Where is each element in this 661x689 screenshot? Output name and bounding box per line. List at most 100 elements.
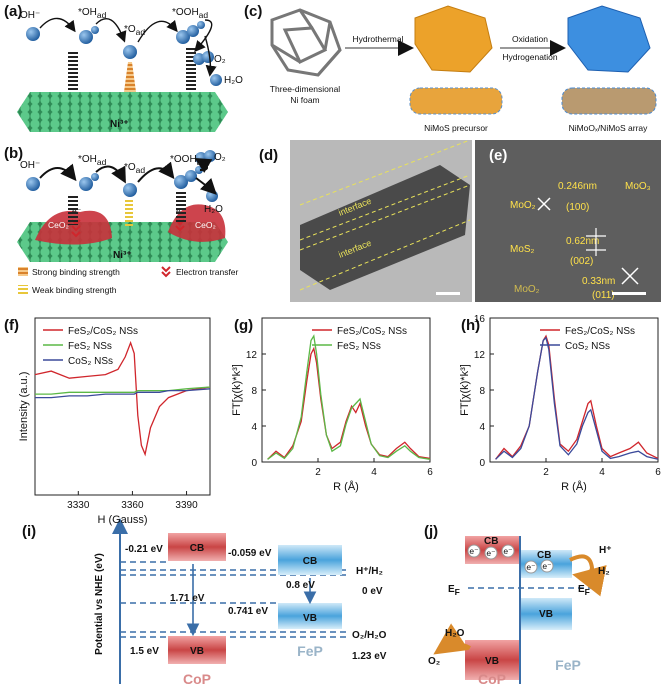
binding-bar bbox=[176, 192, 186, 222]
legend-label: FeS₂ NSs bbox=[337, 341, 381, 352]
y-tick-label: 12 bbox=[246, 350, 258, 361]
step-label: Hydrothermal bbox=[352, 34, 403, 44]
data-line bbox=[35, 386, 211, 395]
reaction-arrows bbox=[195, 177, 217, 195]
text-part: ad bbox=[97, 157, 107, 167]
reaction-arrows bbox=[95, 18, 127, 43]
oxygen: O₂ bbox=[214, 54, 226, 65]
annotation: 0.62nm bbox=[566, 236, 599, 247]
text-part: *O bbox=[124, 24, 136, 35]
x-tick-label: 4 bbox=[371, 467, 377, 478]
annotation: 0.33nm bbox=[582, 276, 615, 287]
text-part: F bbox=[455, 587, 460, 597]
electrons bbox=[467, 544, 554, 574]
band-label: CB bbox=[484, 536, 498, 547]
adsorbate: *OHad bbox=[78, 154, 107, 167]
ceria-label: CeO₂ bbox=[48, 220, 69, 230]
strong-binding bbox=[124, 62, 136, 92]
lattice-marker bbox=[621, 267, 639, 285]
scale-bar bbox=[612, 292, 646, 295]
annotation: (002) bbox=[570, 256, 593, 267]
text-part: *OH bbox=[78, 7, 97, 18]
molecules bbox=[91, 173, 99, 181]
precursor-array bbox=[409, 87, 503, 115]
x-axis-label: R (Å) bbox=[561, 480, 587, 493]
panel-label: (h) bbox=[461, 317, 480, 334]
panel-i: (i) Potential vs NHE (eV) CB CB VB VB -0… bbox=[22, 518, 387, 687]
ceria-label: CeO₂ bbox=[195, 220, 216, 230]
material-label: FeP bbox=[297, 643, 323, 659]
ni-foam bbox=[271, 9, 342, 76]
potential-label: -0.21 eV bbox=[125, 544, 163, 555]
reaction-arrows bbox=[39, 17, 76, 33]
catalyst-slab bbox=[17, 92, 228, 132]
legend-text: Electron transfer bbox=[176, 267, 239, 277]
text-part: F bbox=[585, 587, 590, 597]
band bbox=[465, 640, 520, 680]
electrons bbox=[467, 544, 481, 558]
y-tick-label: 4 bbox=[251, 422, 257, 433]
band bbox=[520, 598, 572, 630]
text-part: ad bbox=[197, 157, 207, 167]
legend-label: FeS₂/CoS₂ NSs bbox=[68, 326, 138, 337]
hrtem-image bbox=[475, 140, 661, 302]
text-part: ad bbox=[97, 10, 107, 20]
panel-e: (e) 0.246nm MoO₃ MoO₂ (100) MoS₂ 0.62nm … bbox=[475, 140, 661, 302]
molecules bbox=[91, 26, 99, 34]
hydroxide: OH⁻ bbox=[20, 10, 40, 21]
x-axis-label: R (Å) bbox=[333, 480, 359, 493]
text-part: *OOH bbox=[172, 7, 199, 18]
electron: e⁻ bbox=[469, 546, 479, 556]
electrons bbox=[484, 546, 498, 560]
x-tick-label: 6 bbox=[655, 467, 661, 478]
x-tick-label: 2 bbox=[315, 467, 321, 478]
step-label: Hydrogenation bbox=[502, 52, 558, 62]
nickel-label: Ni³⁺ bbox=[113, 250, 132, 261]
annotation: (100) bbox=[566, 202, 589, 213]
lattice-marker bbox=[537, 197, 551, 211]
x-tick-label: 6 bbox=[427, 467, 433, 478]
text-part: E bbox=[448, 584, 455, 595]
text-part: E bbox=[578, 584, 585, 595]
electron: e⁻ bbox=[526, 562, 536, 572]
potential-label: 1.5 eV bbox=[130, 646, 159, 657]
y-tick-label: 4 bbox=[479, 422, 485, 433]
data-line bbox=[495, 334, 659, 460]
ni-foam bbox=[270, 8, 342, 77]
electrons bbox=[501, 544, 515, 558]
annotation: 0.246nm bbox=[558, 181, 597, 192]
molecules bbox=[187, 25, 199, 37]
binding-bar bbox=[68, 195, 78, 225]
charts: (f) 3330 3360 3390 H (Gauss) Intensity (a.u.)… bbox=[4, 314, 661, 526]
panel-label: (j) bbox=[424, 523, 438, 540]
panel-label: (a) bbox=[4, 3, 22, 20]
electron: e⁻ bbox=[503, 546, 513, 556]
fermi-label: EF bbox=[448, 584, 460, 597]
oxygen: O₂ bbox=[428, 656, 440, 667]
panel-label: (c) bbox=[244, 3, 262, 20]
molecules bbox=[206, 190, 218, 202]
gap-label: 0.8 eV bbox=[286, 580, 315, 591]
band-label: CB bbox=[190, 543, 204, 554]
product-foam bbox=[567, 5, 651, 73]
adsorbate: *Oad bbox=[124, 24, 145, 37]
scale-bar bbox=[436, 292, 460, 295]
legend-label: CoS₂ NSs bbox=[565, 341, 610, 352]
gap-label: 1.71 eV bbox=[170, 593, 205, 604]
molecules bbox=[193, 53, 205, 65]
weak-binding bbox=[125, 200, 133, 228]
product-array bbox=[561, 87, 657, 115]
material-label: CoP bbox=[183, 671, 211, 687]
y-axis-label: FT[χ(k)*k³] bbox=[231, 364, 243, 416]
molecules bbox=[26, 21, 222, 86]
panel-c: (c) Three-dimensional Ni foam Hydrotherm… bbox=[244, 3, 657, 133]
y-tick-label: 12 bbox=[474, 350, 486, 361]
couple-label: O₂/H₂O bbox=[352, 630, 387, 641]
y-tick-label: 8 bbox=[479, 386, 485, 397]
band-label: CB bbox=[537, 550, 551, 561]
data-line bbox=[495, 336, 659, 460]
interface-line bbox=[299, 139, 471, 291]
x-tick-label: 4 bbox=[599, 467, 605, 478]
